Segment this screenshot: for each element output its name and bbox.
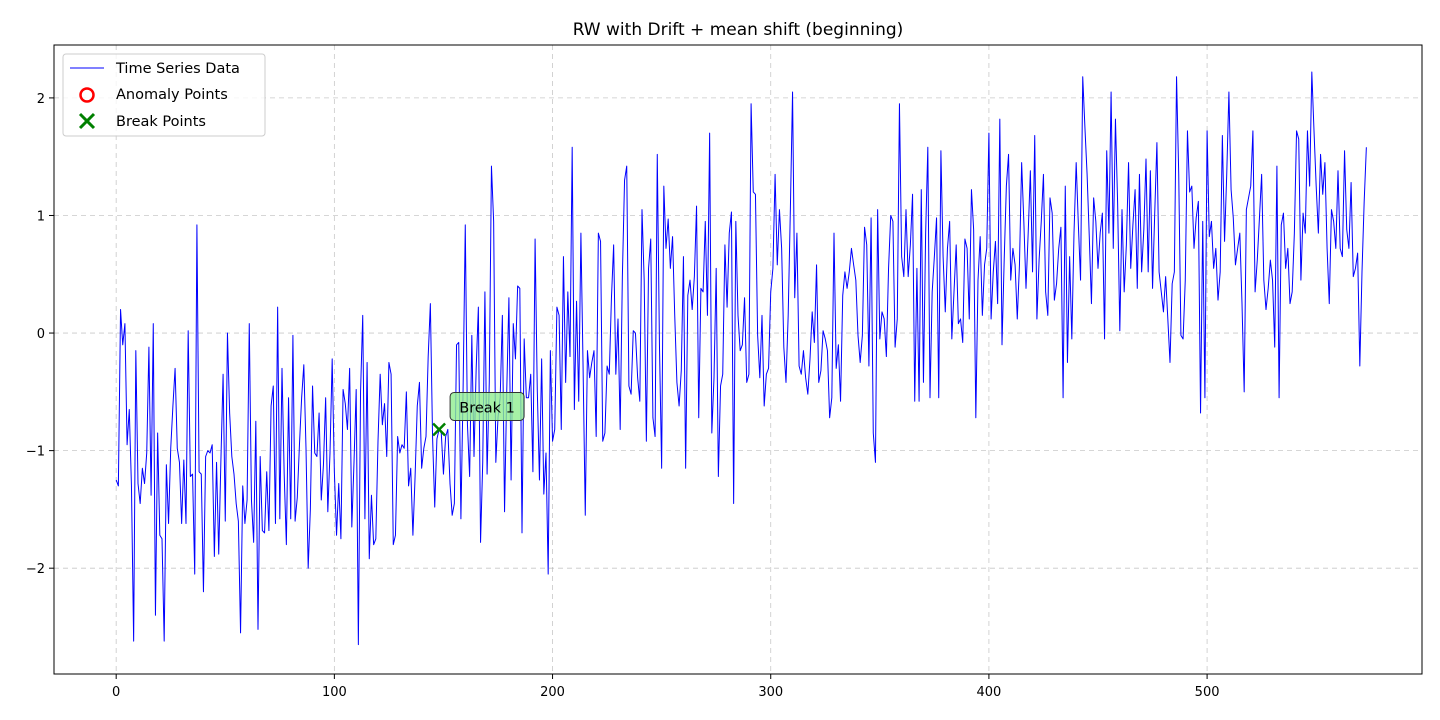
- y-tick-label: −2: [26, 562, 45, 577]
- legend-label-time-series: Time Series Data: [115, 61, 240, 77]
- legend-circle-swatch: [79, 87, 95, 103]
- break-annotation-label: Break 1: [459, 400, 515, 416]
- legend-label-break-points: Break Points: [116, 114, 206, 130]
- y-tick-label: 1: [37, 209, 45, 224]
- marker-layer: Break 1: [432, 391, 525, 437]
- break-annotation-box: [449, 391, 525, 421]
- break-annotation: Break 1: [449, 391, 525, 421]
- break-point: [432, 422, 446, 437]
- x-tick-label: 0: [112, 685, 120, 700]
- y-tick-label: 0: [37, 327, 45, 342]
- x-tick-label: 200: [540, 685, 565, 700]
- legend-box: [62, 53, 266, 137]
- legend-label-anomaly-points: Anomaly Points: [116, 87, 228, 103]
- axes: 0 100 200 300 400 500 −2 −1 0 1 2: [26, 92, 1220, 700]
- chart-title: RW with Drift + mean shift (beginning): [573, 20, 904, 40]
- plot-frame: [53, 44, 1423, 675]
- legend: Time Series Data Anomaly Points Break Po…: [62, 53, 266, 137]
- series-layer: [115, 71, 1367, 646]
- x-tick-label: 100: [322, 685, 347, 700]
- x-tick-label: 500: [1195, 685, 1220, 700]
- y-tick-label: −1: [26, 445, 45, 460]
- x-tick-label: 400: [976, 685, 1001, 700]
- y-tick-label: 2: [37, 92, 45, 107]
- legend-x-swatch: [78, 112, 96, 130]
- series-line: [115, 71, 1367, 646]
- x-tick-label: 300: [758, 685, 783, 700]
- grid: [54, 45, 1422, 674]
